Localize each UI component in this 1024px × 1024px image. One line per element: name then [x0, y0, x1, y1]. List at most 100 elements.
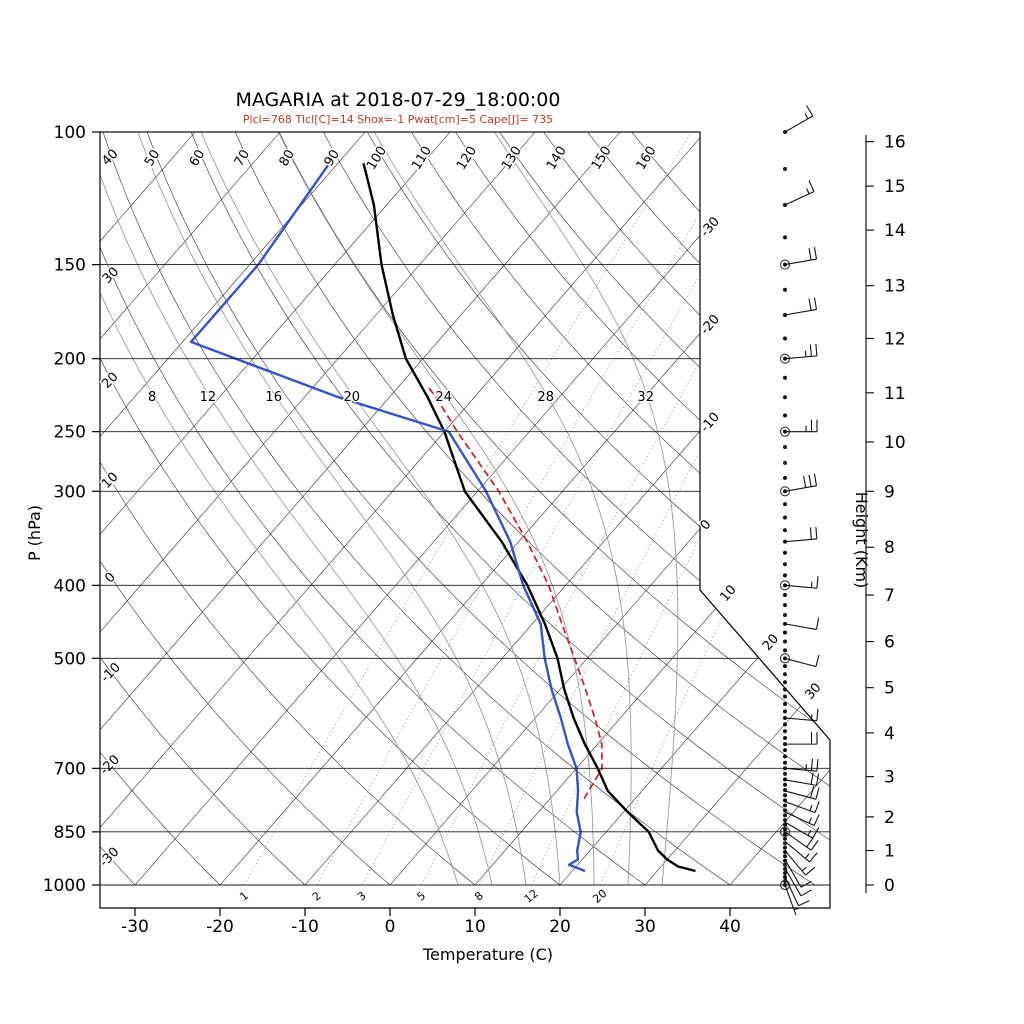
pressure-tick-label: 850: [54, 823, 86, 843]
dry-adiabat-left-label: 10: [99, 470, 121, 492]
wind-barb-half-feather: [805, 764, 807, 771]
temp-tick-label: -20: [206, 917, 234, 937]
dry-adiabat-top-label: 120: [454, 144, 480, 173]
wind-barb-half-feather: [804, 853, 810, 859]
moist-adiabat-label: 12: [200, 390, 217, 405]
wind-barb-full-feather: [815, 773, 820, 786]
isotherm-line: [100, 132, 281, 885]
moist-adiabat-label: 32: [637, 390, 654, 405]
dry-adiabat-left-label: -30: [97, 845, 123, 871]
height-tick-label: 6: [884, 633, 895, 653]
station-dot: [783, 798, 787, 803]
height-tick-label: 9: [884, 482, 895, 502]
wind-barb: [784, 821, 820, 839]
dry-adiabat-line: [146, 132, 816, 885]
station-dot: [783, 460, 787, 465]
dry-adiabat-top-label: 150: [589, 144, 615, 173]
moist-adiabat-label: 24: [435, 390, 452, 405]
station-dot: [783, 672, 787, 677]
station-dot: [783, 550, 787, 555]
moist-adiabat-label: 16: [265, 390, 282, 405]
wind-barb-staff: [784, 538, 817, 543]
dry-adiabat-line: [278, 132, 830, 885]
dry-adiabat-line: [234, 132, 830, 885]
pressure-tick-label: 500: [54, 649, 86, 669]
moist-adiabat-label: 20: [344, 390, 361, 405]
station-dot: [783, 862, 787, 867]
station-dot: [783, 336, 787, 341]
wind-barb-full-feather: [816, 708, 819, 721]
pressure-tick-label: 150: [54, 256, 86, 276]
wind-barb-staff: [784, 258, 817, 266]
dry-adiabat-line: [100, 132, 561, 885]
wind-barb-staff: [784, 850, 806, 876]
dry-adiabat-top-label: 90: [321, 147, 342, 169]
wind-barb-staff: [784, 867, 802, 897]
wind-barb: [784, 811, 820, 827]
temp-tick-label: 40: [719, 917, 741, 937]
wind-barb: [784, 884, 800, 916]
station-dot: [783, 664, 787, 669]
station-dot: [783, 709, 787, 714]
wind-barb-full-feather: [808, 248, 812, 261]
height-tick-label: 14: [884, 221, 906, 241]
wind-barb: [784, 876, 810, 907]
wind-barb: [784, 105, 814, 133]
station-dot: [783, 573, 787, 578]
chart-diagnostics-subtitle: Plcl=768 Tlcl[C]=14 Shox=-1 Pwat[cm]=5 C…: [243, 113, 553, 126]
wind-barb-full-feather: [810, 840, 819, 851]
wind-barb-half-feather: [805, 188, 810, 195]
station-dot: [783, 603, 787, 608]
wind-barb-full-feather: [803, 475, 807, 488]
isotherm-edge-label: 20: [760, 631, 782, 653]
height-tick-label: 10: [884, 433, 906, 453]
wind-barb-half-feather: [809, 804, 813, 811]
wind-barb-full-feather: [810, 758, 813, 771]
station-dot: [783, 803, 787, 808]
isotherm-line: [559, 132, 830, 885]
pressure-tick-label: 250: [54, 423, 86, 443]
station-dot: [783, 475, 787, 480]
height-tick-label: 13: [884, 277, 906, 297]
wind-barb-full-feather: [815, 343, 818, 356]
wind-barb-full-feather: [815, 526, 818, 539]
dry-adiabat-left-label: -10: [98, 660, 124, 686]
wind-barb-full-feather: [816, 759, 819, 772]
wind-barb-half-feather: [810, 714, 813, 721]
mixing-ratio-label: 3: [355, 889, 369, 903]
dry-adiabat-line: [100, 132, 221, 885]
height-tick-label: 0: [884, 876, 895, 896]
wind-barb: [784, 840, 818, 863]
station-dot: [783, 771, 787, 776]
station-dot: [783, 782, 787, 787]
wind-barb-staff: [784, 840, 810, 863]
wind-barb-full-feather: [812, 827, 820, 839]
moist-adiabat-line: [200, 132, 561, 885]
isotherm-line: [389, 132, 830, 885]
pressure-tick-label: 700: [54, 759, 86, 779]
station-circle: [779, 259, 791, 270]
moist-adiabat-label: 28: [537, 390, 554, 405]
wind-barb: [784, 526, 818, 543]
isotherm-edge-label: -20: [698, 312, 723, 338]
height-tick-label: 4: [884, 724, 895, 744]
axis-and-line-labels: 8 12 16 20 24 28 321 2 3 5 8 12 20100150200250300400…: [43, 123, 906, 937]
temperature-axis-title: Temperature (C): [422, 945, 553, 964]
chart-title: MAGARIA at 2018-07-29_18:00:00: [235, 89, 560, 111]
station-dot: [783, 648, 787, 653]
station-dot: [783, 845, 787, 850]
isotherm-line: [100, 132, 536, 885]
station-dot: [783, 502, 787, 507]
height-tick-label: 1: [884, 842, 895, 862]
dry-adiabat-top-label: 110: [409, 144, 435, 173]
station-dot: [783, 444, 787, 449]
isotherm-line: [729, 132, 830, 885]
dry-adiabat-left-label: 20: [99, 370, 121, 392]
wind-barb-staff: [784, 876, 800, 906]
pressure-tick-label: 400: [54, 576, 86, 596]
wind-barb-full-feather: [798, 900, 810, 907]
station-dot: [783, 722, 787, 727]
wind-barb-half-feather: [808, 817, 813, 824]
station-dot: [783, 777, 787, 782]
wind-barb: [784, 180, 815, 206]
